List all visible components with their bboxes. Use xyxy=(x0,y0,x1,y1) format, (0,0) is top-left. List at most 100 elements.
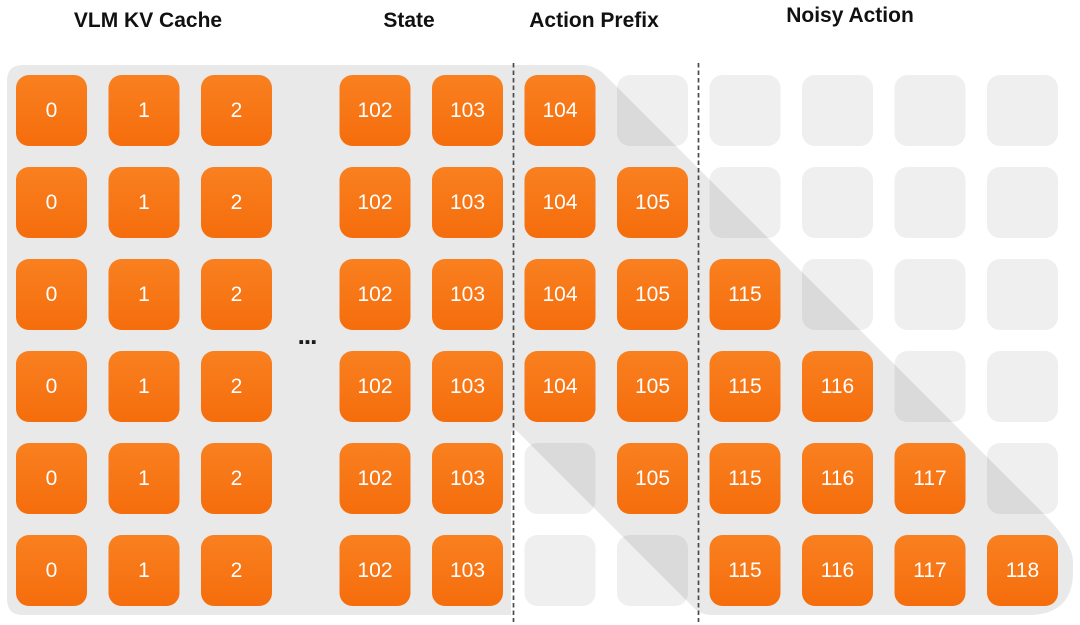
token-cell-104 xyxy=(524,351,596,422)
token-cell-102 xyxy=(339,443,411,514)
token-cell-label: 103 xyxy=(450,283,485,306)
empty-slot-115 xyxy=(709,75,781,146)
empty-slot-118 xyxy=(987,443,1058,514)
token-cell-label: 1 xyxy=(138,467,150,490)
token-cell-label: 103 xyxy=(450,99,485,122)
token-cell-0 xyxy=(16,75,87,146)
token-cell-2 xyxy=(201,167,272,238)
token-cell-2 xyxy=(201,443,272,514)
section-label-vlm-kv-cache: VLM KV Cache xyxy=(74,9,222,32)
token-cell-104 xyxy=(524,167,596,238)
token-cell-102 xyxy=(339,167,411,238)
token-cell-102 xyxy=(339,75,411,146)
token-cell-1 xyxy=(108,259,180,330)
token-cell-115 xyxy=(709,443,781,514)
token-cell-116 xyxy=(802,535,873,606)
empty-slot-117 xyxy=(894,351,966,422)
token-cell-label: 102 xyxy=(357,559,392,582)
token-cell-105 xyxy=(617,167,688,238)
token-cell-label: 0 xyxy=(46,559,58,582)
token-cell-label: 1 xyxy=(138,283,150,306)
token-cell-105 xyxy=(617,351,688,422)
token-cell-label: 115 xyxy=(728,375,761,398)
token-cell-label: 0 xyxy=(46,191,58,214)
token-cell-label: 0 xyxy=(46,283,58,306)
token-cell-label: 118 xyxy=(1006,559,1039,582)
token-cell-label: 116 xyxy=(821,559,854,582)
empty-slot-118 xyxy=(987,75,1058,146)
token-cell-label: 104 xyxy=(542,191,577,214)
token-cell-label: 116 xyxy=(821,467,854,490)
token-cell-0 xyxy=(16,259,87,330)
ellipsis-dots: ... xyxy=(298,320,317,350)
empty-slot-118 xyxy=(987,351,1058,422)
empty-slot-105 xyxy=(617,75,688,146)
empty-slot-118 xyxy=(987,259,1058,330)
token-cell-label: 2 xyxy=(231,559,243,582)
token-cell-102 xyxy=(339,351,411,422)
token-cell-label: 103 xyxy=(450,191,485,214)
token-cell-label: 102 xyxy=(357,283,392,306)
token-cell-2 xyxy=(201,75,272,146)
token-cell-label: 117 xyxy=(913,467,946,490)
token-cell-103 xyxy=(432,443,503,514)
token-cell-label: 115 xyxy=(728,559,761,582)
token-cell-label: 117 xyxy=(913,559,946,582)
empty-slot-117 xyxy=(894,75,966,146)
empty-slot-104 xyxy=(524,535,596,606)
token-cell-label: 104 xyxy=(542,375,577,398)
token-cell-label: 105 xyxy=(635,283,670,306)
token-cell-103 xyxy=(432,259,503,330)
attended-region-background xyxy=(7,65,1073,615)
token-cell-label: 0 xyxy=(46,99,58,122)
token-cell-102 xyxy=(339,259,411,330)
token-cell-103 xyxy=(432,75,503,146)
token-cell-1 xyxy=(108,443,180,514)
token-cell-label: 105 xyxy=(635,375,670,398)
token-cell-0 xyxy=(16,167,87,238)
token-cell-116 xyxy=(802,351,873,422)
section-label-state: State xyxy=(383,9,434,32)
token-cell-1 xyxy=(108,351,180,422)
token-cell-118 xyxy=(987,535,1058,606)
token-cell-115 xyxy=(709,535,781,606)
token-cell-0 xyxy=(16,443,87,514)
empty-slot-117 xyxy=(894,167,966,238)
token-cell-116 xyxy=(802,443,873,514)
empty-slot-116 xyxy=(802,75,873,146)
token-cell-104 xyxy=(524,259,596,330)
empty-slot-117 xyxy=(894,259,966,330)
token-cell-label: 1 xyxy=(138,99,150,122)
token-cell-105 xyxy=(617,259,688,330)
token-cell-2 xyxy=(201,351,272,422)
token-cell-label: 102 xyxy=(357,99,392,122)
section-label-action-prefix: Action Prefix xyxy=(529,9,659,32)
token-cell-label: 104 xyxy=(542,99,577,122)
token-cell-2 xyxy=(201,259,272,330)
token-cell-105 xyxy=(617,443,688,514)
token-cell-label: 103 xyxy=(450,375,485,398)
empty-slot-118 xyxy=(987,167,1058,238)
token-cell-label: 102 xyxy=(357,191,392,214)
token-cell-label: 105 xyxy=(635,467,670,490)
token-cell-label: 1 xyxy=(138,559,150,582)
token-cell-117 xyxy=(894,535,966,606)
empty-slot-105 xyxy=(617,535,688,606)
token-cell-label: 2 xyxy=(231,283,243,306)
token-cell-label: 104 xyxy=(542,283,577,306)
token-cell-label: 1 xyxy=(138,191,150,214)
token-cell-0 xyxy=(16,351,87,422)
token-cell-104 xyxy=(524,75,596,146)
token-cell-117 xyxy=(894,443,966,514)
token-cell-label: 0 xyxy=(46,375,58,398)
token-cell-label: 103 xyxy=(450,559,485,582)
token-cell-115 xyxy=(709,351,781,422)
token-cell-label: 1 xyxy=(138,375,150,398)
token-cell-0 xyxy=(16,535,87,606)
token-cell-label: 116 xyxy=(821,375,854,398)
empty-slot-115 xyxy=(709,167,781,238)
token-cell-1 xyxy=(108,167,180,238)
token-cell-2 xyxy=(201,535,272,606)
